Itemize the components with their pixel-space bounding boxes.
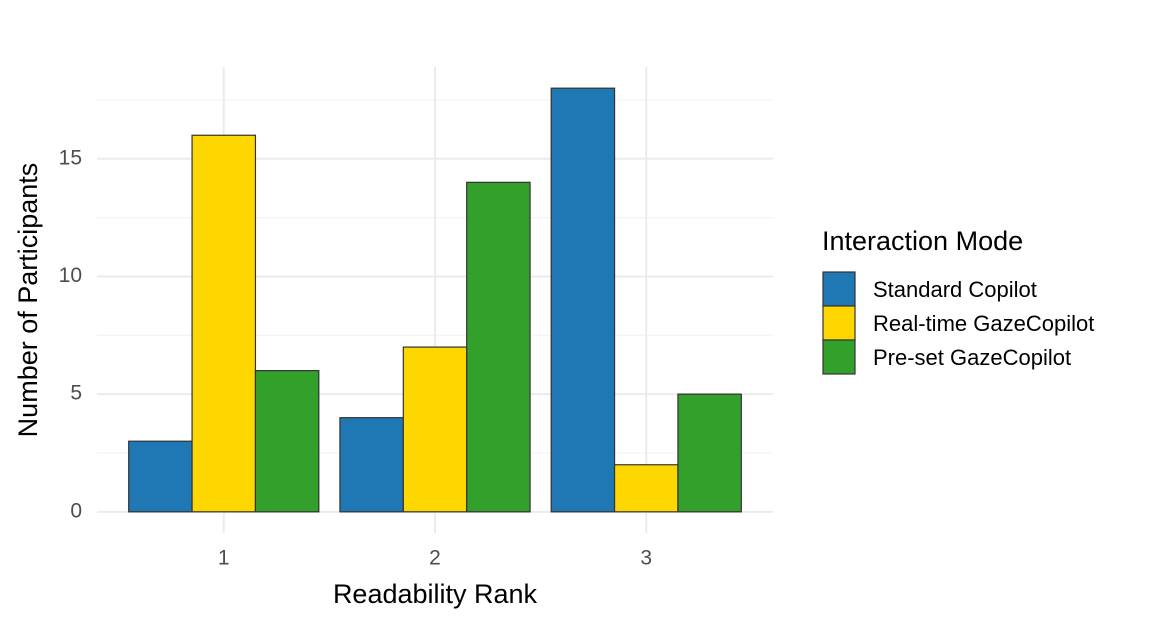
legend-key (822, 271, 856, 307)
bar (466, 181, 531, 513)
y-tick-label: 0 (70, 499, 82, 522)
bar (402, 346, 468, 513)
y-tick-label: 15 (59, 146, 82, 169)
legend-label: Pre-set GazeCopilot (873, 345, 1071, 370)
legend-key (822, 339, 856, 375)
y-tick-label: 5 (70, 382, 82, 405)
x-tick-label: 2 (429, 547, 441, 570)
bars (128, 87, 742, 513)
bar (677, 393, 742, 513)
y-tick-label: 10 (59, 264, 82, 287)
legend-label: Standard Copilot (873, 277, 1037, 302)
bar (191, 134, 257, 513)
x-tick-label: 1 (218, 547, 230, 570)
bar (550, 87, 616, 513)
legend-key (822, 305, 856, 341)
x-axis-title: Readability Rank (333, 579, 538, 609)
bar (128, 440, 193, 513)
bar (339, 417, 404, 513)
bar (613, 464, 679, 513)
y-axis-title: Number of Participants (13, 163, 43, 438)
x-tick-label: 3 (640, 547, 652, 570)
legend-title: Interaction Mode (822, 226, 1023, 256)
legend-label: Real-time GazeCopilot (873, 311, 1094, 336)
bar (254, 370, 320, 513)
